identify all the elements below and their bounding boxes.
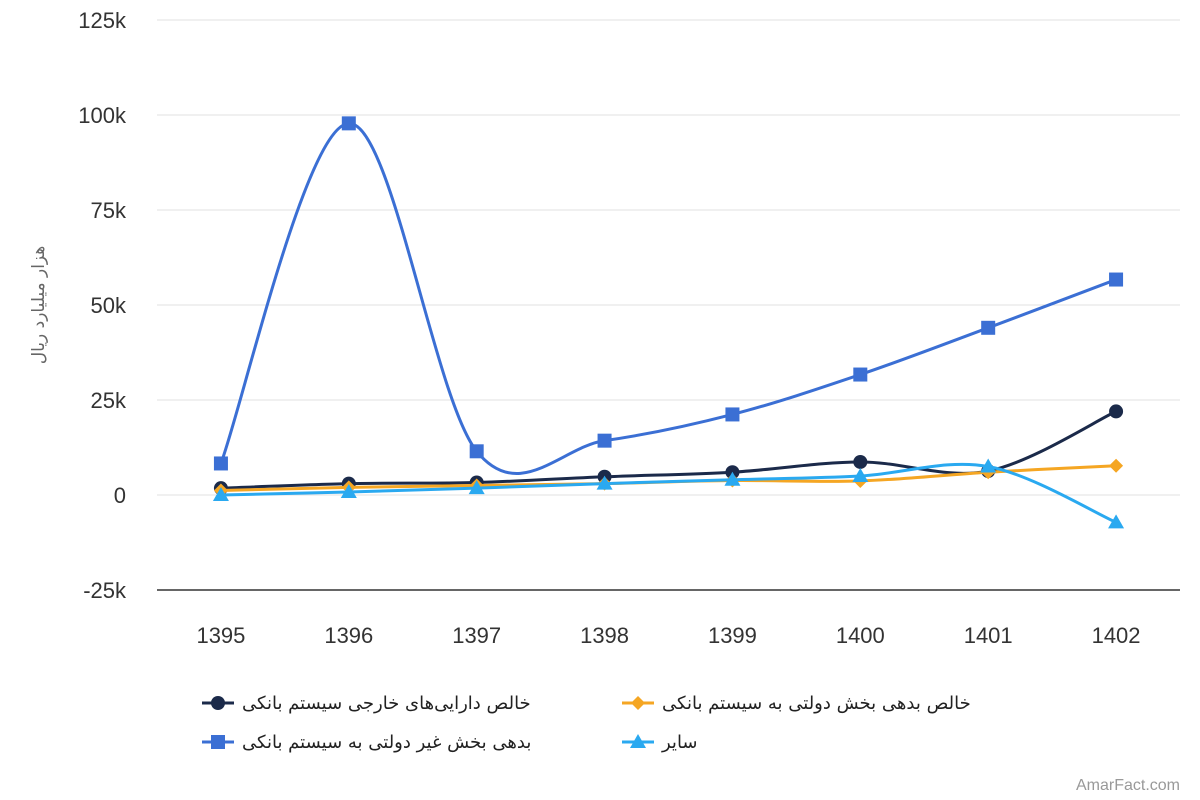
legend-marker[interactable] bbox=[630, 734, 646, 748]
data-point[interactable] bbox=[469, 444, 484, 459]
series-layer bbox=[212, 116, 1125, 529]
legend-label[interactable]: خالص دارایی‌های خارجی سیستم بانکی bbox=[242, 693, 531, 714]
data-point[interactable] bbox=[724, 471, 741, 486]
data-point[interactable] bbox=[980, 458, 997, 473]
data-point[interactable] bbox=[853, 367, 868, 382]
grid-lines bbox=[157, 19, 1180, 496]
data-point[interactable] bbox=[341, 116, 356, 131]
data-point[interactable] bbox=[1108, 514, 1125, 529]
y-tick-label: 75k bbox=[91, 198, 127, 223]
legend-label[interactable]: بدهی بخش غیر دولتی به سیستم بانکی bbox=[242, 732, 531, 753]
data-point[interactable] bbox=[981, 320, 996, 335]
data-point[interactable] bbox=[212, 487, 229, 501]
y-axis-title: هزار میلیارد ریال bbox=[29, 246, 49, 365]
x-tick-label: 1401 bbox=[964, 623, 1013, 648]
x-tick-label: 1399 bbox=[708, 623, 757, 648]
legend-item-4[interactable]: سایر bbox=[622, 732, 698, 753]
data-point[interactable] bbox=[725, 407, 740, 422]
legend-marker[interactable] bbox=[211, 735, 225, 749]
y-tick-label: 125k bbox=[78, 8, 127, 33]
x-tick-label: 1397 bbox=[452, 623, 501, 648]
x-tick-label: 1400 bbox=[836, 623, 885, 648]
legend-marker[interactable] bbox=[211, 696, 225, 710]
y-tick-label: 25k bbox=[91, 388, 127, 413]
data-point[interactable] bbox=[597, 433, 612, 448]
data-point[interactable] bbox=[340, 483, 357, 498]
data-point[interactable] bbox=[852, 468, 869, 482]
y-tick-label: 100k bbox=[78, 103, 127, 128]
legend-marker[interactable] bbox=[631, 696, 645, 710]
legend-label[interactable]: خالص بدهی بخش دولتی به سیستم بانکی bbox=[662, 693, 971, 714]
x-tick-label: 1395 bbox=[196, 623, 245, 648]
series-line bbox=[220, 410, 1117, 490]
y-axis-tick-labels: 125k 100k 75k 50k 25k 0 -25k bbox=[78, 8, 127, 603]
data-point[interactable] bbox=[1109, 458, 1124, 473]
x-tick-label: 1396 bbox=[324, 623, 373, 648]
series-line bbox=[219, 121, 1117, 475]
data-point[interactable] bbox=[1109, 272, 1124, 287]
x-axis-tick-labels: 1395 1396 1397 1398 1399 1400 1401 1402 bbox=[196, 623, 1140, 648]
legend-item-3[interactable]: بدهی بخش غیر دولتی به سیستم بانکی bbox=[202, 732, 531, 753]
y-tick-label: 0 bbox=[114, 483, 126, 508]
data-point[interactable] bbox=[596, 475, 613, 490]
data-point[interactable] bbox=[1109, 404, 1124, 419]
data-point[interactable] bbox=[213, 456, 228, 471]
legend[interactable]: خالص دارایی‌های خارجی سیستم بانکی خالص بد… bbox=[202, 693, 971, 753]
data-point[interactable] bbox=[468, 480, 485, 495]
series-4 bbox=[212, 458, 1125, 529]
data-point[interactable] bbox=[853, 454, 868, 469]
y-tick-label: 50k bbox=[91, 293, 127, 318]
legend-item-2[interactable]: خالص بدهی بخش دولتی به سیستم بانکی bbox=[622, 693, 971, 714]
legend-label[interactable]: سایر bbox=[661, 732, 698, 753]
legend-item-1[interactable]: خالص دارایی‌های خارجی سیستم بانکی bbox=[202, 693, 531, 714]
y-tick-label: -25k bbox=[83, 578, 127, 603]
series-3 bbox=[213, 116, 1124, 475]
source-credit[interactable]: AmarFact.com bbox=[1076, 777, 1180, 794]
x-tick-label: 1402 bbox=[1092, 623, 1141, 648]
x-tick-label: 1398 bbox=[580, 623, 629, 648]
series-line bbox=[220, 462, 1117, 524]
